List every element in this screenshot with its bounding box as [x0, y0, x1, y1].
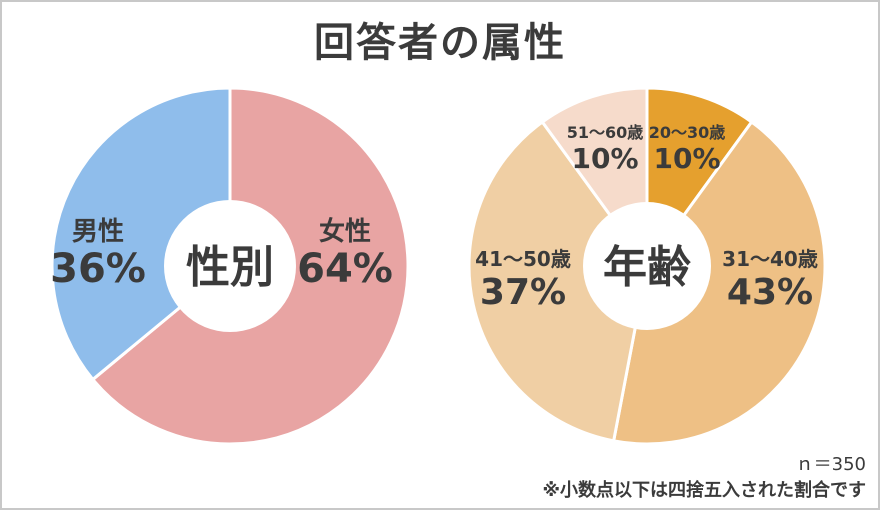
slice-value-label: 43%	[727, 272, 813, 313]
slice-value-label: 36%	[50, 246, 146, 292]
slice-value-label: 10%	[571, 142, 638, 175]
slice-value-label: 37%	[480, 272, 566, 313]
slice-category-label: 41～50歳	[475, 247, 571, 271]
center-label: 年齢	[603, 242, 691, 293]
slice-category-label: 20～30歳	[649, 123, 726, 142]
slice-category-label: 女性	[319, 216, 371, 247]
slice-category-label: 男性	[72, 217, 124, 247]
pie-slice	[611, 119, 827, 446]
sample-size: ｎ＝350	[795, 454, 866, 475]
center-label: 性別	[186, 242, 274, 293]
chart-title: 回答者の属性	[314, 20, 566, 66]
donut-hole	[164, 200, 296, 332]
slice-value-label: 10%	[653, 142, 720, 175]
pie-slice	[467, 119, 649, 443]
footnote: ※小数点以下は四捨五入された割合です	[542, 480, 867, 501]
donut-hole	[583, 202, 711, 330]
slice-category-label: 51～60歳	[567, 123, 644, 142]
pie-slice	[50, 86, 232, 382]
slice-value-label: 64%	[297, 246, 393, 292]
slice-category-label: 31～40歳	[722, 247, 818, 271]
